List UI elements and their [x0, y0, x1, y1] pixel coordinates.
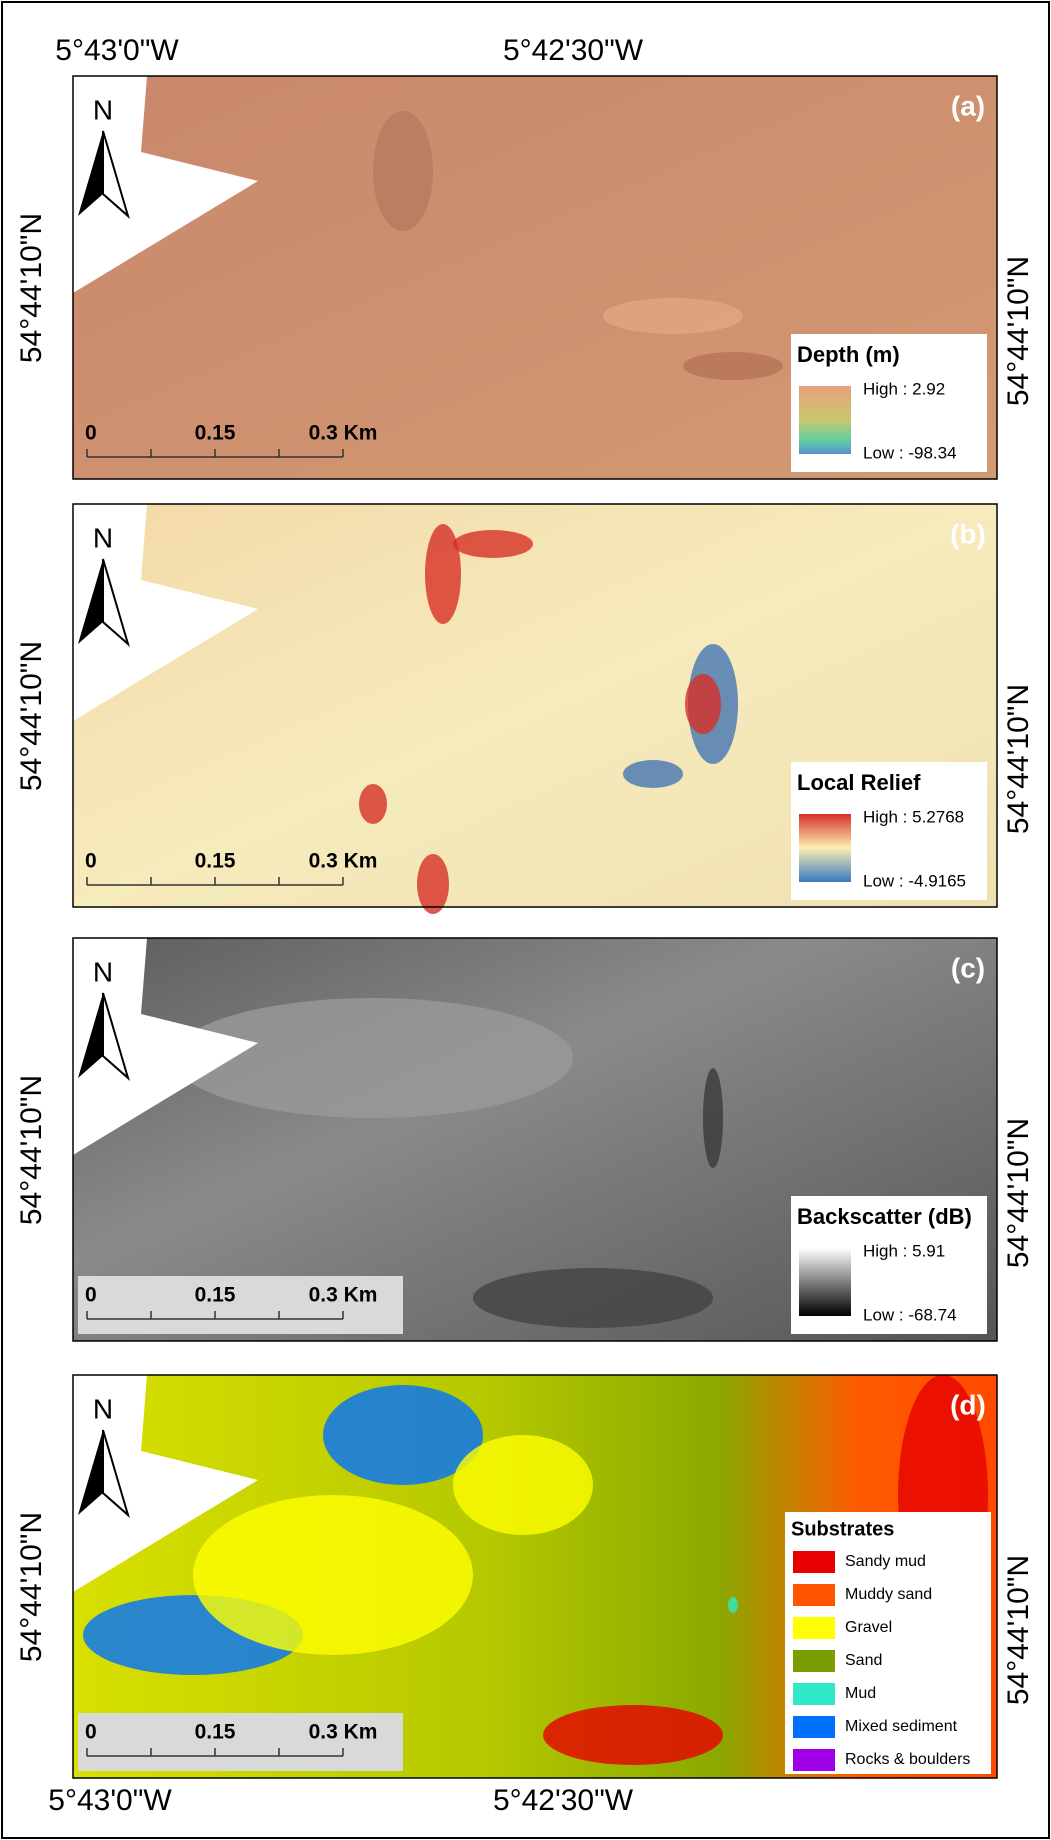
- panel-label: (c): [951, 952, 985, 983]
- scale-label: 0.3 Km: [309, 1721, 378, 1744]
- scale-label: 0.3 Km: [309, 422, 378, 445]
- legend-label: Muddy sand: [845, 1586, 932, 1603]
- north-label: N: [93, 1393, 113, 1424]
- map-texture: [417, 854, 449, 914]
- map-texture: [453, 530, 533, 558]
- scale-label: 0.15: [195, 1284, 236, 1307]
- map-texture: [359, 784, 387, 824]
- legend-low: Low : -98.34: [863, 443, 957, 462]
- legend-title: Backscatter (dB): [797, 1204, 972, 1229]
- legend-swatch: [793, 1551, 835, 1573]
- latitude-label: 54°44'10"N: [1002, 1555, 1035, 1705]
- scale-label: 0.3 Km: [309, 1284, 378, 1307]
- map-panel: (b) N 0 0.15 0.3 Km Local Relief High : 5.2768…: [73, 504, 997, 914]
- scale-label: 0.15: [195, 422, 236, 445]
- scale-label: 0.3 Km: [309, 850, 378, 873]
- figure: 5°43'0"W 5°42'30"W 5°43'0"W 5°42'30"W (a…: [0, 0, 1051, 1840]
- legend-swatch: [793, 1683, 835, 1705]
- map-texture: [728, 1597, 738, 1613]
- scale-label: 0.15: [195, 1721, 236, 1744]
- latitude-label: 54°44'10"N: [1002, 684, 1035, 834]
- scale-label: 0: [85, 422, 97, 445]
- legend-label: Rocks & boulders: [845, 1751, 970, 1768]
- map-panel: (a) N 0 0.15 0.3 Km Depth (m) High : 2.92 Low :…: [73, 76, 997, 479]
- legend-high: High : 2.92: [863, 379, 945, 398]
- legend-ramp: [799, 386, 851, 454]
- legend-swatch: [793, 1716, 835, 1738]
- panel-label: (b): [950, 518, 986, 549]
- legend-high: High : 5.2768: [863, 807, 964, 826]
- longitude-label: 5°43'0"W: [55, 34, 179, 67]
- legend-label: Gravel: [845, 1619, 892, 1636]
- longitude-label: 5°42'30"W: [493, 1784, 634, 1817]
- legend-label: Mud: [845, 1685, 876, 1702]
- map-texture: [543, 1705, 723, 1765]
- legend-swatch: [793, 1617, 835, 1639]
- legend-swatch: [793, 1749, 835, 1771]
- longitude-label: 5°42'30"W: [503, 34, 644, 67]
- legend-low: Low : -4.9165: [863, 871, 966, 890]
- legend-label: Sandy mud: [845, 1553, 926, 1570]
- legend-ramp: [799, 814, 851, 882]
- map-texture: [603, 298, 743, 334]
- map-texture: [703, 1068, 723, 1168]
- scale-label: 0: [85, 1721, 97, 1744]
- longitude-label: 5°43'0"W: [48, 1784, 172, 1817]
- north-label: N: [93, 94, 113, 125]
- legend-title: Local Relief: [797, 770, 921, 795]
- latitude-label: 54°44'10"N: [15, 1075, 48, 1225]
- legend-swatch: [793, 1584, 835, 1606]
- map-texture: [193, 1495, 473, 1655]
- latitude-label: 54°44'10"N: [15, 213, 48, 363]
- map-texture: [425, 524, 461, 624]
- map-texture: [373, 111, 433, 231]
- legend-title: Substrates: [791, 1518, 894, 1540]
- legend-swatch: [793, 1650, 835, 1672]
- north-label: N: [93, 956, 113, 987]
- legend-title: Depth (m): [797, 342, 900, 367]
- map-panel: (d) N 0 0.15 0.3 Km Substrates Sandy mud Muddy …: [73, 1375, 997, 1778]
- map-texture: [623, 760, 683, 788]
- legend-label: Sand: [845, 1652, 882, 1669]
- legend-ramp: [799, 1248, 851, 1316]
- latitude-label: 54°44'10"N: [1002, 256, 1035, 406]
- latitude-label: 54°44'10"N: [15, 641, 48, 791]
- north-label: N: [93, 522, 113, 553]
- scale-label: 0: [85, 1284, 97, 1307]
- panel-label: (a): [951, 90, 985, 121]
- scale-label: 0: [85, 850, 97, 873]
- map-texture: [683, 352, 783, 380]
- map-texture: [453, 1435, 593, 1535]
- legend-high: High : 5.91: [863, 1241, 945, 1260]
- legend-label: Mixed sediment: [845, 1718, 958, 1735]
- latitude-label: 54°44'10"N: [1002, 1118, 1035, 1268]
- map-panel: (c) N 0 0.15 0.3 Km Backscatter (dB) High : 5.…: [73, 938, 997, 1341]
- legend-low: Low : -68.74: [863, 1305, 957, 1324]
- panel-label: (d): [950, 1389, 986, 1420]
- map-texture: [685, 674, 721, 734]
- latitude-label: 54°44'10"N: [15, 1512, 48, 1662]
- map-texture: [473, 1268, 713, 1328]
- scale-label: 0.15: [195, 850, 236, 873]
